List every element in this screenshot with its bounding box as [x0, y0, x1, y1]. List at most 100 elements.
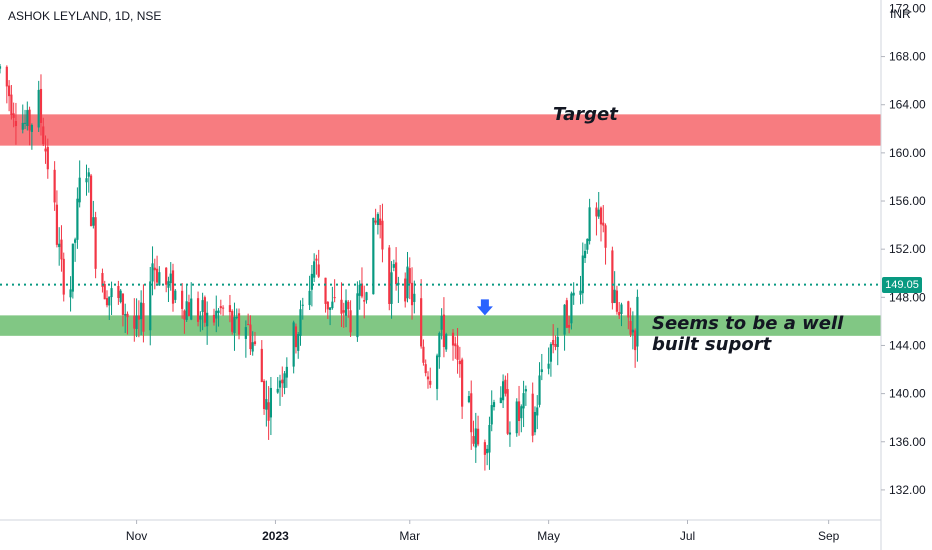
candle-body — [221, 307, 225, 309]
x-tick-label: May — [537, 529, 560, 543]
candle-body — [376, 214, 379, 225]
candle-body — [476, 428, 480, 445]
candle-body — [395, 262, 398, 285]
candle-body — [579, 290, 582, 295]
candle-body — [563, 304, 566, 335]
candle-body — [356, 293, 359, 338]
candle-body — [531, 393, 534, 436]
candle-body — [620, 304, 623, 314]
candle-body — [185, 301, 188, 320]
candle-body — [488, 424, 491, 453]
target-zone — [0, 114, 881, 146]
candle-body — [285, 366, 288, 378]
candle-body — [117, 286, 120, 298]
candle-body — [472, 436, 475, 444]
candle-body — [151, 263, 154, 282]
candle-body — [554, 343, 557, 347]
candle-body — [44, 148, 47, 152]
candle-body — [486, 448, 489, 454]
candle-body — [267, 402, 270, 421]
candle-body — [583, 250, 587, 259]
candle-body — [372, 217, 375, 295]
candle-body — [458, 360, 461, 365]
candle-body — [190, 298, 193, 320]
candle-body — [249, 324, 252, 350]
candle-body — [470, 393, 473, 433]
support-zone — [0, 315, 881, 336]
candle-body — [467, 396, 471, 403]
candle-body — [140, 302, 143, 320]
candle-body — [69, 289, 72, 298]
candle-body — [262, 380, 266, 410]
arrow-group — [476, 299, 493, 316]
candle-body — [333, 297, 336, 299]
candle-body — [78, 177, 81, 203]
candle-body — [169, 273, 172, 284]
y-tick-label: 132.00 — [889, 483, 926, 497]
candle-body — [565, 300, 568, 328]
candle-body — [103, 284, 106, 300]
candle-body — [105, 298, 109, 306]
candle-body — [14, 121, 18, 127]
candle-body — [269, 387, 273, 418]
candle-body — [404, 278, 407, 302]
candle-body — [540, 369, 543, 373]
candle-body — [363, 300, 366, 302]
y-tick-label: 136.00 — [889, 435, 926, 449]
candle-body — [28, 109, 31, 131]
candle-body — [244, 327, 247, 339]
candle-body — [135, 315, 138, 330]
candle-body — [149, 281, 152, 331]
candle-body — [199, 315, 202, 320]
candle-body — [408, 268, 411, 284]
y-tick-label: 168.00 — [889, 50, 926, 64]
candle-body — [499, 397, 502, 404]
candle-body — [604, 225, 607, 248]
candle-body — [206, 312, 209, 327]
candle-body — [524, 389, 527, 392]
candle-body — [310, 273, 313, 290]
candle-body — [46, 147, 49, 170]
candle-body — [153, 267, 156, 271]
candle-body — [374, 220, 377, 223]
candle-body — [508, 432, 512, 435]
y-tick-label: 148.00 — [889, 290, 926, 304]
candle-body — [315, 258, 318, 261]
candle-body — [504, 379, 507, 394]
candle-body — [522, 393, 525, 409]
candle-body — [344, 300, 348, 316]
candle-body — [108, 296, 111, 306]
candle-body — [381, 220, 384, 250]
y-tick-label-partial: 172.00 — [889, 1, 926, 15]
candle-body — [92, 217, 95, 226]
candle-body — [328, 307, 332, 310]
candle-body — [301, 304, 304, 306]
candle-body — [568, 324, 571, 328]
candle-body — [8, 85, 11, 97]
candle-body — [119, 290, 122, 303]
candle-body — [588, 207, 591, 242]
support-annotation-line2: built suport — [652, 334, 772, 355]
candle-body — [228, 305, 232, 313]
candle-body — [552, 339, 555, 346]
candle-body — [331, 301, 334, 309]
candle-body — [406, 266, 409, 299]
x-tick-label: 2023 — [262, 529, 289, 543]
y-tick-label: 156.00 — [889, 194, 926, 208]
candle-body — [456, 345, 459, 360]
candles — [0, 64, 639, 471]
candle-body — [602, 222, 605, 226]
candle-body — [388, 247, 391, 304]
candle-body — [442, 314, 446, 348]
candle-body — [292, 322, 295, 367]
candle-body — [586, 238, 589, 250]
candle-body — [155, 268, 159, 283]
candle-body — [435, 355, 439, 389]
y-tick-label: 140.00 — [889, 387, 926, 401]
candle-body — [618, 311, 621, 316]
candle-body — [461, 359, 464, 407]
candle-body — [572, 292, 575, 296]
candle-body — [490, 405, 493, 425]
candle-body — [440, 315, 443, 330]
